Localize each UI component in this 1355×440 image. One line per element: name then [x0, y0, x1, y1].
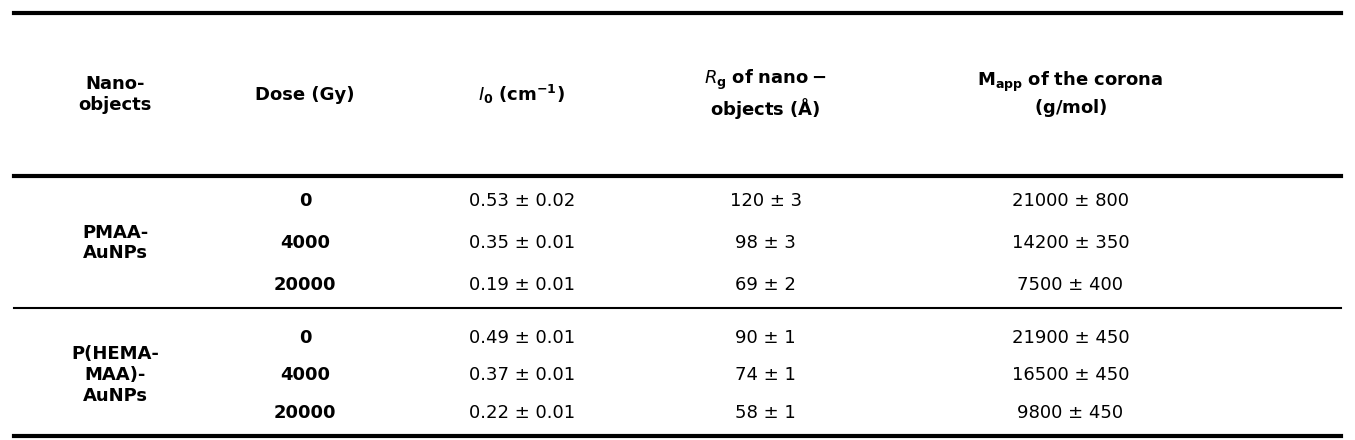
Text: 0.53 ± 0.02: 0.53 ± 0.02: [469, 192, 575, 210]
Text: 0: 0: [298, 192, 312, 210]
Text: 0: 0: [298, 329, 312, 347]
Text: 14200 ± 350: 14200 ± 350: [1012, 234, 1129, 252]
Text: $\mathbf{\mathit{R}_g}$ $\mathbf{of\ nano-}$
$\mathbf{objects\ (\AA)}$: $\mathbf{\mathit{R}_g}$ $\mathbf{of\ nan…: [705, 68, 827, 121]
Text: 0.22 ± 0.01: 0.22 ± 0.01: [469, 403, 575, 422]
Text: $\mathbf{\mathit{I}}_\mathbf{0}$ $\mathbf{(cm^{-1})}$: $\mathbf{\mathit{I}}_\mathbf{0}$ $\mathb…: [478, 83, 565, 106]
Text: $\mathbf{M_{app}}$ $\mathbf{of\ the\ corona}$
$\mathbf{(g/mol)}$: $\mathbf{M_{app}}$ $\mathbf{of\ the\ cor…: [977, 70, 1164, 119]
Text: Nano-
objects: Nano- objects: [79, 75, 152, 114]
Text: 69 ± 2: 69 ± 2: [736, 276, 795, 294]
Text: PMAA-
AuNPs: PMAA- AuNPs: [83, 224, 148, 263]
Text: 0.19 ± 0.01: 0.19 ± 0.01: [469, 276, 575, 294]
Text: 0.35 ± 0.01: 0.35 ± 0.01: [469, 234, 575, 252]
Text: 0.49 ± 0.01: 0.49 ± 0.01: [469, 329, 575, 347]
Text: 98 ± 3: 98 ± 3: [736, 234, 795, 252]
Text: 58 ± 1: 58 ± 1: [736, 403, 795, 422]
Text: 20000: 20000: [274, 403, 336, 422]
Text: 0.37 ± 0.01: 0.37 ± 0.01: [469, 366, 575, 384]
Text: 16500 ± 450: 16500 ± 450: [1012, 366, 1129, 384]
Text: 20000: 20000: [274, 276, 336, 294]
Text: 9800 ± 450: 9800 ± 450: [1018, 403, 1123, 422]
Text: 21900 ± 450: 21900 ± 450: [1012, 329, 1129, 347]
Text: 4000: 4000: [280, 234, 329, 252]
Text: 7500 ± 400: 7500 ± 400: [1018, 276, 1123, 294]
Text: 120 ± 3: 120 ± 3: [729, 192, 802, 210]
Text: Dose (Gy): Dose (Gy): [255, 86, 355, 103]
Text: 4000: 4000: [280, 366, 329, 384]
Text: P(HEMA-
MAA)-
AuNPs: P(HEMA- MAA)- AuNPs: [72, 345, 159, 405]
Text: 90 ± 1: 90 ± 1: [736, 329, 795, 347]
Text: 21000 ± 800: 21000 ± 800: [1012, 192, 1129, 210]
Text: 74 ± 1: 74 ± 1: [736, 366, 795, 384]
